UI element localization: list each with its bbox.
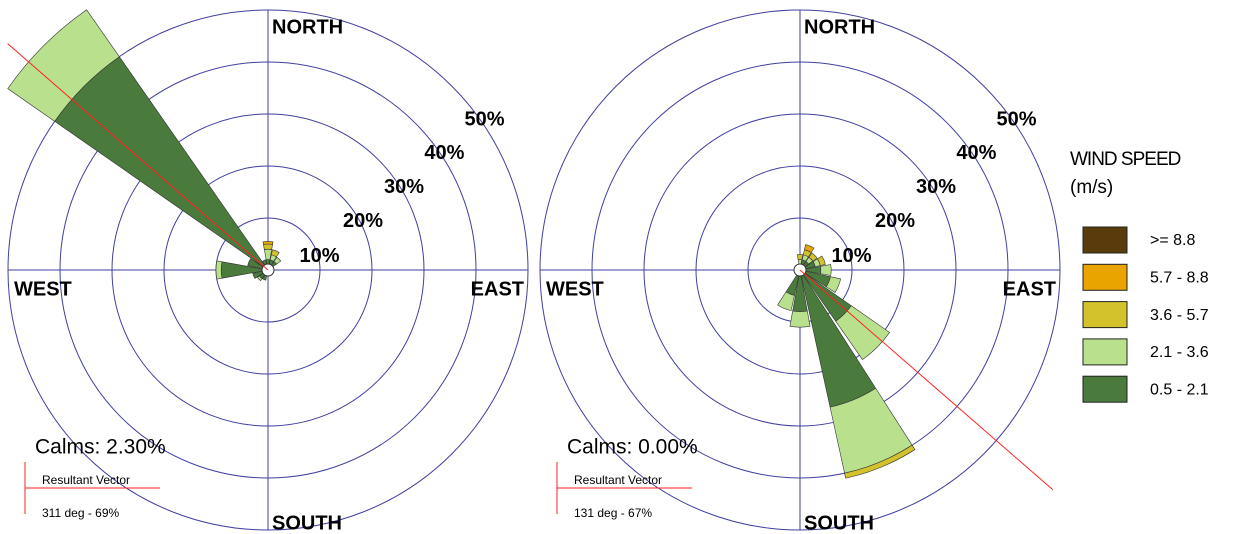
wind-wedge [270,249,280,258]
wind-wedge [825,276,841,293]
legend-label: 0.5 - 2.1 [1150,381,1209,398]
ring-label: 40% [424,142,464,164]
vector-label: Resultant Vector [574,473,662,487]
wind-wedge [796,254,804,261]
compass-west: WEST [14,278,72,300]
resultant-vector [7,43,269,271]
compass-south: SOUTH [804,512,874,534]
wind-wedge [7,9,120,122]
ring-label: 30% [384,176,424,198]
wind-wedge [835,305,891,361]
vector-label: Resultant Vector [42,473,130,487]
wind-wedge [262,241,274,245]
compass-east: EAST [1003,278,1056,300]
compass-north: NORTH [272,16,343,38]
vector-text: 311 deg - 69% [42,506,119,520]
legend-label: 2.1 - 3.6 [1150,344,1209,361]
compass-north: NORTH [804,16,875,38]
ring-label: 20% [343,210,383,232]
compass-east: EAST [471,278,524,300]
resultant-vector [799,269,1054,491]
legend-swatch [1082,263,1128,291]
ring-label: 10% [299,245,339,267]
legend-swatch [1082,338,1128,366]
wind-wedge [256,275,263,282]
wind-wedge [54,56,269,271]
wind-wedge [808,252,818,262]
wind-wedge [789,310,811,328]
calms-label: Calms: 0.00% [567,436,698,459]
ring-label: 20% [875,210,915,232]
wind-wedge [273,256,282,265]
legend-label: 5.7 - 8.8 [1150,270,1209,287]
legend-swatch [1082,301,1128,329]
legend-title: (m/s) [1070,177,1113,198]
wind-wedge [263,243,273,250]
calms-label: Calms: 2.30% [35,436,166,459]
ring-label: 40% [956,142,996,164]
wind-wedge [817,255,826,266]
compass-west: WEST [546,278,604,300]
ring-label: 10% [831,245,871,267]
ring-label: 50% [465,108,505,130]
legend-label: 3.6 - 5.7 [1150,307,1209,324]
ring-label: 30% [916,176,956,198]
wind-wedge [844,444,916,479]
ring-label: 50% [997,108,1037,130]
legend-title: WIND SPEED [1070,149,1181,170]
wind-rose: 10%20%30%40%50% NORTH EAST SOUTH WEST Calms: … [539,9,1061,534]
compass-south: SOUTH [272,512,342,534]
wind-rose: 10%20%30%40%50% NORTH EAST SOUTH WEST Calms: … [7,9,529,534]
vector-text: 131 deg - 67% [574,506,652,520]
wind-wedge [215,260,223,280]
wind-wedge [777,291,795,311]
legend-swatch [1082,226,1128,254]
legend-label: >= 8.8 [1150,232,1195,249]
wind-wedge [804,244,815,253]
legend-swatch [1082,375,1128,403]
wind-wedge [820,264,832,276]
